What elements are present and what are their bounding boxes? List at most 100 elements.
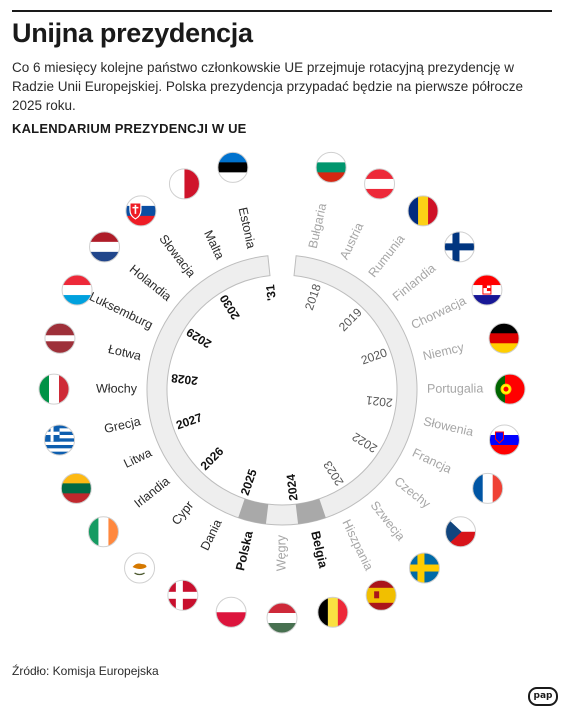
country-label-finland: Finlandia [390,261,438,304]
flag-outline [365,579,397,611]
ireland-flag-icon [88,516,119,547]
flag-outline [407,195,439,227]
description-text: Co 6 miesięcy kolejne państwo członkowsk… [12,60,524,113]
country-label-czechia: Czechy [392,474,434,511]
country-label-italy: Włochy [96,382,138,396]
flag-outline [488,424,520,456]
flag-outline [125,195,157,227]
romania-flag-icon [408,195,439,226]
country-label-austria: Austria [337,220,366,261]
country-label-estonia: Estonia [236,206,259,250]
hungary-flag-icon [267,603,297,633]
year-label: 2026 [198,444,227,473]
ring-highlight-belgium [295,498,326,525]
flag-outline [167,579,199,611]
top-rule [12,10,552,12]
source-note: Źródło: Komisja Europejska [12,664,159,678]
spain-flag-icon [366,580,397,611]
germany-flag-icon [489,323,520,354]
country-label-hungary: Węgry [274,534,288,571]
sweden-flag-icon [409,553,440,584]
netherlands-flag-icon [89,231,120,262]
lithuania-flag-icon [61,473,92,504]
country-label-netherlands: Holandia [127,262,174,304]
flag-outline [89,231,121,263]
flag-outline [364,168,396,200]
ring-highlight-poland [238,498,269,525]
country-label-belgium: Belgia [308,530,330,571]
year-label: 2029 [184,325,214,351]
latvia-flag-icon [44,323,75,354]
cyprus-flag-icon [124,553,155,584]
diagram-subtitle: KALENDARIUM PREZYDENCJI W UE [12,121,247,136]
flag-outline [217,151,249,183]
flags [38,151,526,634]
country-label-lithuania: Litwa [122,446,154,471]
country-label-romania: Rumunia [366,232,408,280]
country-label-slovenia: Słowenia [422,414,475,439]
flag-outline [266,602,298,634]
year-ring-band [146,255,418,526]
italy-flag-icon [39,374,70,405]
denmark-flag-icon [167,580,198,611]
poland-flag-icon [216,597,247,628]
country-label-germany: Niemcy [421,340,465,363]
belgium-flag-icon [317,597,348,628]
flag-outline [471,274,503,306]
flag-outline [408,552,440,584]
estonia-flag-icon [217,152,248,183]
country-label-bulgaria: Bułgaria [306,202,330,250]
slovakia-flag-icon [125,195,156,226]
country-label-cyprus: Cypr [169,498,196,527]
flag-outline [60,472,92,504]
year-label: 2027 [174,410,204,432]
slovenia-flag-icon [489,424,520,455]
flag-outline [168,168,200,200]
year-ring [146,255,418,526]
austria-flag-icon [364,168,395,199]
flag-outline [44,424,76,456]
country-label-poland: Polska [233,529,256,572]
country-label-malta: Malta [201,228,227,262]
pap-logo: pap [528,687,558,706]
country-label-sweden: Szwecja [368,498,408,543]
year-label: 2021 [365,393,393,410]
year-label: 2030 [217,292,243,322]
country-label-portugal: Portugalia [427,382,483,396]
year-label: 2028 [170,371,198,388]
year-label: 2022 [349,429,379,455]
country-label-spain: Hiszpania [339,517,375,573]
flag-outline [215,596,247,628]
country-label-france: Francja [410,446,454,477]
malta-flag-icon [169,168,200,199]
flag-outline [317,596,349,628]
year-label: 2023 [320,458,346,488]
luxembourg-flag-icon [62,275,93,306]
year-label: 2020 [359,345,389,367]
country-label-slovakia: Słowacja [156,232,198,280]
country-label-denmark: Dania [198,517,225,553]
flag-outline [38,373,70,405]
flag-outline [445,516,477,548]
country-label-greece: Grecja [103,414,142,436]
flag-outline [124,552,156,584]
country-label-croatia: Chorwacja [409,294,468,332]
flag-outline [87,516,119,548]
portugal-flag-icon [494,374,525,405]
country-label-latvia: Łotwa [107,342,143,363]
page-title: Unijna prezydencja [12,18,253,48]
flag-outline [488,322,520,354]
year-label: '31 [263,284,279,302]
country-label-ireland: Irlandia [132,474,173,510]
france-flag-icon [472,473,503,504]
flag-outline [494,373,526,405]
country-label-luxembourg: Luksemburg [87,289,155,332]
year-label: 2024 [284,473,301,501]
czechia-flag-icon [445,516,476,547]
flag-outline [315,151,347,183]
year-label: 2018 [302,282,324,312]
flag-outline [443,231,475,263]
year-label: 2025 [238,467,260,497]
